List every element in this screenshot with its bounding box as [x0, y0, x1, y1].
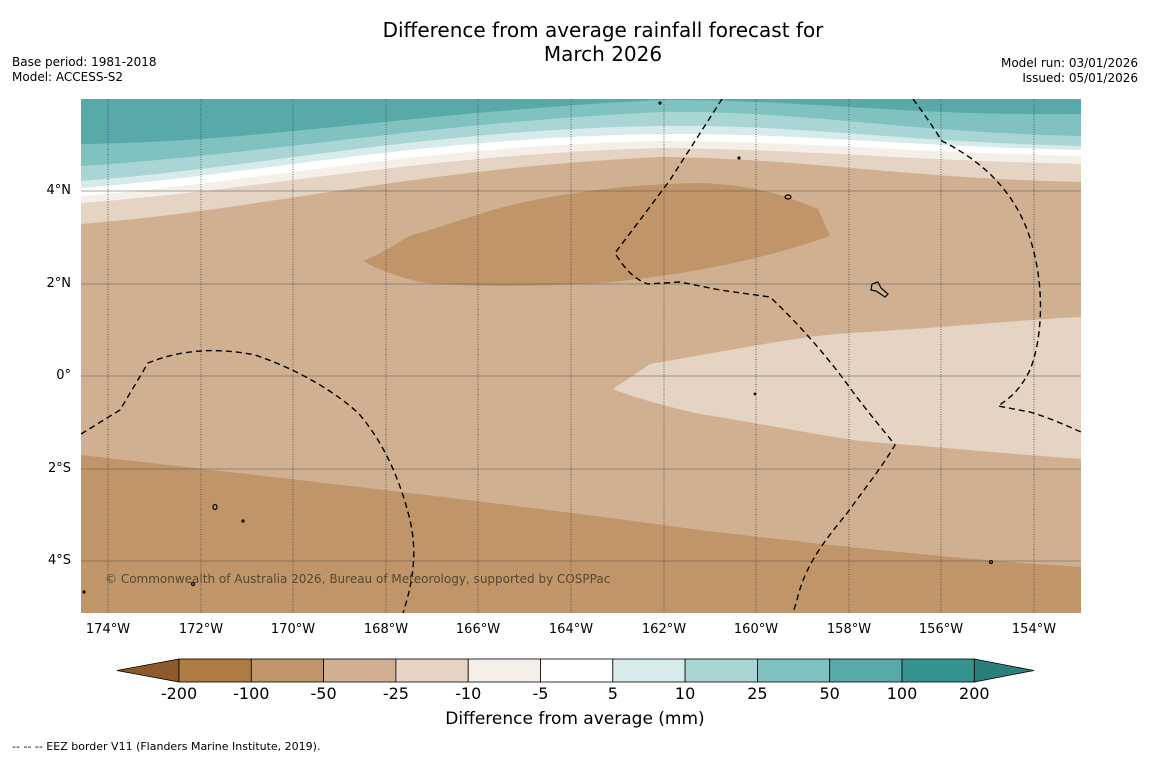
colorbar-tick-label: 5 [607, 684, 618, 703]
colorbar-bin [829, 658, 903, 683]
colorbar-tick-label: -50 [310, 684, 337, 703]
colorbar-tick-label: 10 [674, 684, 696, 703]
meta-right: Model run: 03/01/2026 Issued: 05/01/2026 [1001, 56, 1138, 86]
lat-label-equator: 0° [56, 368, 71, 383]
colorbar-bin [250, 658, 325, 683]
island [988, 559, 994, 565]
eez-border-kiribati-west [81, 349, 415, 613]
base-period: Base period: 1981-2018 [12, 55, 157, 69]
lat-label-2s: 2°S [47, 461, 71, 476]
lon-label: 162°W [641, 622, 687, 637]
map-title: Difference from average rainfall forecas… [0, 18, 1150, 66]
lon-label: 158°W [826, 622, 872, 637]
colorbar-tick-label: -10 [455, 684, 482, 703]
lon-label: 154°W [1011, 622, 1057, 637]
colorbar-extend-high [973, 658, 1035, 683]
eez-border-line-islands [912, 99, 1081, 433]
meta-left: Base period: 1981-2018 Model: ACCESS-S2 [12, 55, 157, 85]
colorbar-title: Difference from average (mm) [445, 709, 705, 729]
colorbar-tick-label: -5 [532, 684, 549, 703]
eez-border-central [614, 99, 896, 613]
island [737, 156, 741, 160]
island [753, 392, 757, 396]
colorbar-bin [323, 658, 397, 683]
lon-label: 164°W [548, 622, 594, 637]
eez-footnote: -- -- -- EEZ border V11 (Flanders Marine… [12, 740, 321, 753]
lat-label-2n: 2°N [46, 276, 72, 291]
colorbar-tick-label: 200 [959, 684, 990, 703]
colorbar-extend-low [116, 658, 180, 683]
colorbar-bin [757, 658, 831, 683]
model-name: Model: ACCESS-S2 [12, 70, 124, 84]
issued-date: Issued: 05/01/2026 [1022, 71, 1138, 85]
colorbar-bin [612, 658, 686, 683]
colorbar-bin [178, 658, 252, 683]
dry-anomaly-south [81, 455, 1081, 613]
colorbar-bin [540, 658, 614, 683]
anomaly-band-near-normal-dry [81, 128, 1081, 203]
anomaly-band-50-100 [81, 99, 1081, 144]
rainfall-map [81, 99, 1081, 613]
colorbar [116, 658, 1035, 683]
wet-neutral-wedge-equator [613, 317, 1081, 459]
lon-label: 172°W [178, 622, 224, 637]
colorbar-tick-label: -200 [160, 684, 198, 703]
colorbar-tick-label: -25 [382, 684, 409, 703]
colorbar-bin [901, 658, 975, 683]
lon-label: 160°W [733, 622, 779, 637]
island [784, 194, 792, 200]
island [658, 101, 662, 105]
island [241, 519, 245, 523]
island [190, 581, 196, 587]
island [82, 590, 86, 594]
graticule-lon [107, 99, 1035, 613]
lon-label: 166°W [455, 622, 501, 637]
colorbar-tick-label: 50 [819, 684, 840, 703]
island-kiritimati [870, 281, 889, 298]
colorbar-bin [395, 658, 469, 683]
colorbar-tick-label: -100 [233, 684, 270, 703]
lat-label-4s: 4°S [47, 553, 71, 568]
islands [82, 101, 994, 594]
colorbar-tick-label: 25 [747, 684, 768, 703]
title-line-1: Difference from average rainfall forecas… [382, 18, 824, 42]
lon-label: 174°W [85, 622, 131, 637]
lat-label-4n: 4°N [46, 183, 72, 198]
lon-label: 170°W [270, 622, 316, 637]
colorbar-bin [467, 658, 541, 683]
dry-anomaly-north-center [363, 183, 830, 286]
colorbar-bin [684, 658, 758, 683]
colorbar-tick-label: 100 [886, 684, 918, 703]
model-run: Model run: 03/01/2026 [1000, 56, 1138, 70]
lon-label: 168°W [363, 622, 409, 637]
eez-borders [81, 99, 1081, 613]
copyright-note: © Commonwealth of Australia 2026, Bureau… [105, 572, 611, 586]
graticule [81, 190, 1081, 562]
title-line-2: March 2026 [543, 42, 663, 66]
island [212, 503, 218, 511]
lon-label: 156°W [918, 622, 964, 637]
